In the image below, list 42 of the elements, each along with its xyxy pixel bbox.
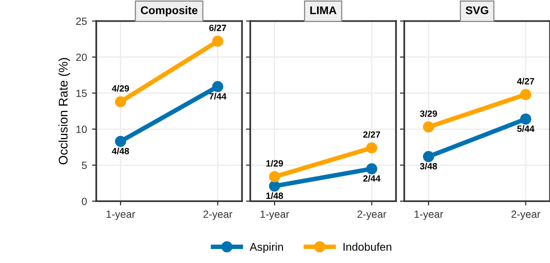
data-label: 6/27 — [209, 24, 226, 32]
y-tick-label: 5 — [82, 162, 87, 170]
point — [422, 150, 434, 162]
point — [520, 113, 532, 125]
y-tick-label: 20 — [76, 54, 87, 61]
data-label: 2/44 — [363, 175, 380, 182]
point — [114, 96, 126, 108]
chart-title: Composite — [140, 6, 198, 16]
x-tick-label: 2-year — [357, 210, 386, 220]
point — [212, 81, 224, 92]
data-label: 4/48 — [112, 148, 130, 154]
data-label: 1/48 — [266, 192, 284, 200]
legend-label: Aspirin — [250, 242, 283, 253]
x-tick-label: 1-year — [106, 210, 136, 220]
data-label: 4/27 — [517, 78, 534, 85]
y-tick-label: 25 — [76, 18, 87, 25]
point — [212, 36, 224, 47]
chart-title: LIMA — [310, 6, 336, 14]
x-tick-label: 1-year — [260, 210, 290, 220]
data-label: 2/27 — [363, 131, 380, 138]
data-label: 4/29 — [112, 85, 129, 92]
y-tick-label: 10 — [76, 126, 87, 134]
point — [268, 180, 280, 192]
point — [268, 171, 280, 182]
x-tick-label: 1-year — [414, 210, 444, 220]
data-label: 5/44 — [517, 125, 534, 132]
legend-label: Indobufen — [344, 242, 392, 251]
point — [114, 136, 126, 147]
data-label: 1/29 — [266, 160, 283, 167]
point — [366, 163, 378, 174]
x-tick-label: 2-year — [511, 210, 540, 220]
y-tick-label: 15 — [76, 90, 87, 97]
y-tick-label: 0 — [82, 198, 87, 206]
data-label: 3/29 — [420, 110, 437, 117]
chart-title: SVG — [466, 6, 488, 14]
data-label: 3/48 — [420, 162, 438, 170]
data-label: 7/44 — [209, 92, 226, 100]
x-tick-label: 2-year — [203, 210, 232, 220]
y-axis-title: Occlusion Rate (%) — [58, 58, 70, 164]
point — [520, 88, 532, 100]
point — [366, 142, 378, 154]
point — [422, 121, 434, 133]
